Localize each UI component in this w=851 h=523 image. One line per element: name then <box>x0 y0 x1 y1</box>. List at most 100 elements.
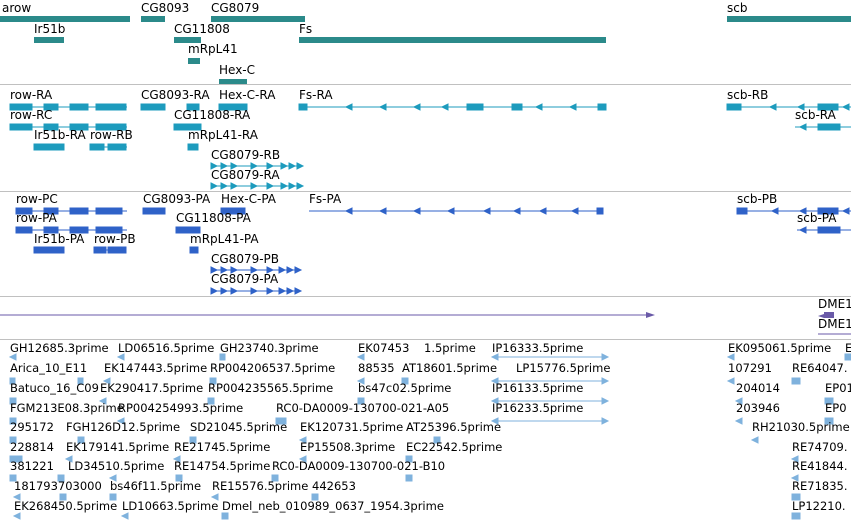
est-mark[interactable] <box>726 353 735 361</box>
protein-label[interactable]: CG11808-PA <box>176 211 251 225</box>
gene-label[interactable]: mRpL41 <box>188 42 238 56</box>
protein-label[interactable]: CG8079-PA <box>211 272 279 286</box>
gene-feature-cg11808[interactable] <box>174 37 201 43</box>
est-mark[interactable] <box>120 512 129 520</box>
est-label[interactable]: RE41844. <box>792 459 848 473</box>
est-label[interactable]: IP16333.5prime <box>492 341 584 355</box>
est-mark[interactable] <box>172 455 181 463</box>
est-mark[interactable] <box>64 455 73 463</box>
gene-feature-hex-c[interactable] <box>219 79 247 84</box>
transcript-label[interactable]: Hex-C-RA <box>219 88 276 102</box>
est-label[interactable]: LD10663.5prime <box>122 499 219 513</box>
est-mark[interactable] <box>357 397 365 405</box>
est-mark[interactable] <box>490 353 610 361</box>
est-label[interactable]: 295172 <box>10 420 54 434</box>
est-mark[interactable] <box>108 474 117 482</box>
gene-label[interactable]: Ir51b <box>34 22 66 36</box>
est-mark[interactable] <box>726 377 735 385</box>
est-label[interactable]: RC0-DA0009-130700-021-B10 <box>272 459 446 473</box>
est-label[interactable]: 442653 <box>312 479 356 493</box>
est-mark[interactable] <box>490 397 610 405</box>
gene-feature-fs[interactable] <box>299 37 606 43</box>
protein-feature-row-pa[interactable] <box>15 226 127 234</box>
est-mark[interactable] <box>12 493 21 501</box>
est-label[interactable]: E <box>845 341 851 355</box>
est-label[interactable]: SD21045.5prime <box>190 420 288 434</box>
est-mark[interactable] <box>9 436 17 444</box>
gene-label[interactable]: scb <box>727 1 748 15</box>
est-mark[interactable] <box>405 474 413 482</box>
est-mark[interactable] <box>77 377 84 385</box>
est-label[interactable]: LP12210. <box>792 499 846 513</box>
est-label[interactable]: 204014 <box>736 381 780 395</box>
est-label[interactable]: GH12685.3prime <box>10 341 109 355</box>
transcript-label[interactable]: CG8079-RA <box>211 168 280 182</box>
protein-label[interactable]: CG8079-PB <box>211 252 280 266</box>
est-label[interactable]: bs46f11.5prime <box>110 479 202 493</box>
est-mark[interactable] <box>8 353 17 361</box>
protein-label[interactable]: scb-PB <box>737 192 778 206</box>
gene-feature-cg8093[interactable] <box>141 16 165 22</box>
transcript-label[interactable]: scb-RB <box>727 88 769 102</box>
est-label[interactable]: 107291 <box>728 361 772 375</box>
est-label[interactable]: Arica_10_E11 <box>10 361 88 375</box>
est-mark[interactable] <box>9 474 17 482</box>
protein-feature-cg8079-pa[interactable] <box>210 287 303 295</box>
est-label[interactable]: bs47c02.5prime <box>358 381 452 395</box>
transcript-label[interactable]: Ir51b-RA <box>34 128 86 142</box>
est-label[interactable]: EK120731.5prime <box>300 420 404 434</box>
protein-label[interactable]: Ir51b-PA <box>34 232 85 246</box>
est-mark[interactable] <box>57 474 65 482</box>
est-label[interactable]: EK07453 <box>358 341 410 355</box>
est-label[interactable]: 181793703000 <box>14 479 102 493</box>
est-mark[interactable] <box>790 455 799 463</box>
est-label[interactable]: RE21745.5prime <box>174 440 271 454</box>
protein-feature-fs-pa[interactable] <box>309 207 604 215</box>
est-label[interactable]: IP16233.5prime <box>492 401 584 415</box>
est-label[interactable]: LP15776.5prime <box>516 361 611 375</box>
est-mark[interactable] <box>490 417 610 425</box>
est-label[interactable]: 1.5prime <box>424 341 476 355</box>
est-label[interactable]: RP004254993.5prime <box>118 401 244 415</box>
est-label[interactable]: RC0-DA0009-130700-021-A05 <box>276 401 450 415</box>
est-mark[interactable] <box>734 417 743 425</box>
deletion-feature-long[interactable] <box>0 312 655 318</box>
est-label[interactable]: 228814 <box>10 440 54 454</box>
est-mark[interactable] <box>844 353 851 361</box>
est-mark[interactable] <box>824 417 834 425</box>
est-label[interactable]: 203946 <box>736 401 780 415</box>
protein-label[interactable]: row-PA <box>16 211 57 225</box>
protein-label[interactable]: row-PC <box>16 192 58 206</box>
est-mark[interactable] <box>356 353 365 361</box>
transcript-label[interactable]: CG11808-RA <box>174 108 251 122</box>
est-label[interactable]: RP004206537.5prime <box>210 361 336 375</box>
deletion-label[interactable]: DME1 <box>818 317 851 331</box>
est-label[interactable]: EP0 <box>825 401 847 415</box>
est-mark[interactable] <box>401 377 409 385</box>
gene-label[interactable]: Hex-C <box>219 63 256 77</box>
transcript-feature-scb-rb[interactable] <box>726 103 851 111</box>
est-label[interactable]: RE15576.5prime <box>212 479 309 493</box>
est-label[interactable]: EP15508.3prime <box>300 440 396 454</box>
transcript-label[interactable]: row-RC <box>10 108 53 122</box>
est-label[interactable]: EP01 <box>825 381 851 395</box>
gene-feature-scb[interactable] <box>727 16 851 22</box>
est-mark[interactable] <box>116 353 125 361</box>
est-label[interactable]: RP004235565.5prime <box>208 381 334 395</box>
est-label[interactable]: RH21030.5prime <box>752 420 850 434</box>
est-label[interactable]: EK268450.5prime <box>14 499 118 513</box>
gene-label[interactable]: arow <box>2 1 32 15</box>
est-mark[interactable] <box>791 493 801 501</box>
est-mark[interactable] <box>116 417 125 425</box>
est-mark[interactable] <box>221 512 229 520</box>
est-mark[interactable] <box>189 436 197 444</box>
est-mark[interactable] <box>210 493 219 501</box>
est-mark[interactable] <box>9 455 23 463</box>
protein-feature-ir51b-pa[interactable] <box>33 246 65 254</box>
est-label[interactable]: AT25396.5prime <box>406 420 502 434</box>
transcript-feature-cg11808-ra[interactable] <box>173 123 202 131</box>
est-mark[interactable] <box>12 512 21 520</box>
est-mark[interactable] <box>209 377 217 385</box>
est-mark[interactable] <box>175 474 183 482</box>
transcript-feature-scb-ra[interactable] <box>795 123 851 131</box>
